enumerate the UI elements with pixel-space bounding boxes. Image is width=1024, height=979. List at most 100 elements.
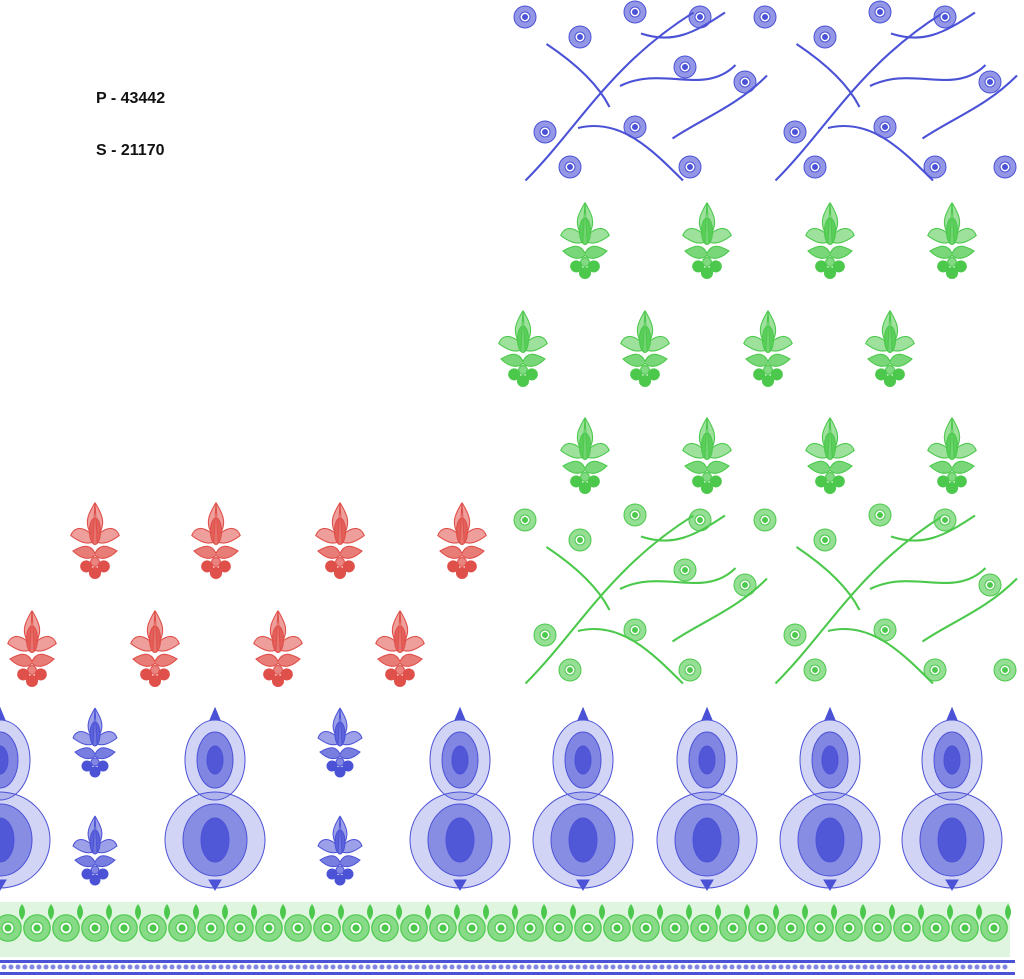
border-leaf <box>744 904 750 920</box>
border-bead <box>309 964 315 970</box>
flower <box>513 5 537 29</box>
border-flower <box>168 914 196 942</box>
border-bead <box>106 964 112 970</box>
border-bead <box>708 964 714 970</box>
flower <box>873 618 897 642</box>
border-bead <box>470 964 476 970</box>
border-flower <box>284 914 312 942</box>
border-leaf <box>106 904 112 920</box>
border-bead <box>526 964 532 970</box>
motif <box>865 310 915 388</box>
border-flower <box>574 914 602 942</box>
border-bead <box>981 964 987 970</box>
border-bead <box>869 964 875 970</box>
motif <box>743 310 793 388</box>
border-bead <box>848 964 854 970</box>
border-bead <box>939 964 945 970</box>
vine <box>524 514 769 685</box>
border-bead <box>659 964 665 970</box>
border-bead <box>918 964 924 970</box>
border-bead <box>491 964 497 970</box>
border-leaf <box>947 904 953 920</box>
border-bead <box>505 964 511 970</box>
design-code: P - 43442 <box>96 90 166 107</box>
border-bead <box>92 964 98 970</box>
border-leaf <box>918 904 924 920</box>
border-bead <box>883 964 889 970</box>
paisley <box>0 707 51 891</box>
border-leaf <box>164 904 170 920</box>
border-bead <box>8 964 14 970</box>
motif <box>560 417 610 495</box>
paisley <box>532 707 634 891</box>
border-bead <box>64 964 70 970</box>
border-bead <box>50 964 56 970</box>
border-bead <box>750 964 756 970</box>
border-bead <box>946 964 952 970</box>
border-bead <box>925 964 931 970</box>
border-flower <box>313 914 341 942</box>
flower <box>688 508 712 532</box>
paisley <box>779 707 881 891</box>
border-bead <box>953 964 959 970</box>
border-bead <box>533 964 539 970</box>
border-bead <box>484 964 490 970</box>
motif <box>682 202 732 280</box>
flower <box>873 115 897 139</box>
border-bead <box>288 964 294 970</box>
border-bead <box>841 964 847 970</box>
motif <box>805 202 855 280</box>
border-bead <box>568 964 574 970</box>
border-bead <box>211 964 217 970</box>
border-flower <box>23 914 51 942</box>
flower <box>803 155 827 179</box>
border-bead <box>295 964 301 970</box>
motif <box>317 815 363 886</box>
border-bead <box>960 964 966 970</box>
border-bead <box>540 964 546 970</box>
motif <box>70 502 120 580</box>
flower <box>933 508 957 532</box>
border-bead <box>729 964 735 970</box>
paisley <box>409 707 511 891</box>
border-leaf <box>338 904 344 920</box>
border-bead <box>43 964 49 970</box>
border-bead <box>561 964 567 970</box>
border-bead <box>1002 964 1008 970</box>
border-bead <box>603 964 609 970</box>
border-bead <box>323 964 329 970</box>
border-flower <box>777 914 805 942</box>
border-bead <box>701 964 707 970</box>
border-flower <box>748 914 776 942</box>
flower <box>868 0 892 24</box>
border-bead <box>932 964 938 970</box>
border-bead <box>337 964 343 970</box>
flower <box>923 155 947 179</box>
vine <box>774 514 1019 685</box>
motif <box>191 502 241 580</box>
border-flower <box>922 914 950 942</box>
border-leaf <box>715 904 721 920</box>
motif <box>130 610 180 688</box>
border-bead <box>589 964 595 970</box>
border-bead <box>204 964 210 970</box>
flower <box>533 120 557 144</box>
border-flower <box>52 914 80 942</box>
border-flower <box>429 914 457 942</box>
flower <box>623 618 647 642</box>
border-bead <box>197 964 203 970</box>
border-line <box>0 972 1015 975</box>
flower <box>678 658 702 682</box>
border-bead <box>435 964 441 970</box>
paisley <box>164 707 266 891</box>
flower <box>813 528 837 552</box>
border-bead <box>162 964 168 970</box>
border-line <box>0 960 1015 963</box>
border-bead <box>57 964 63 970</box>
border-leaf <box>860 904 866 920</box>
border-leaf <box>628 904 634 920</box>
border-bead <box>680 964 686 970</box>
